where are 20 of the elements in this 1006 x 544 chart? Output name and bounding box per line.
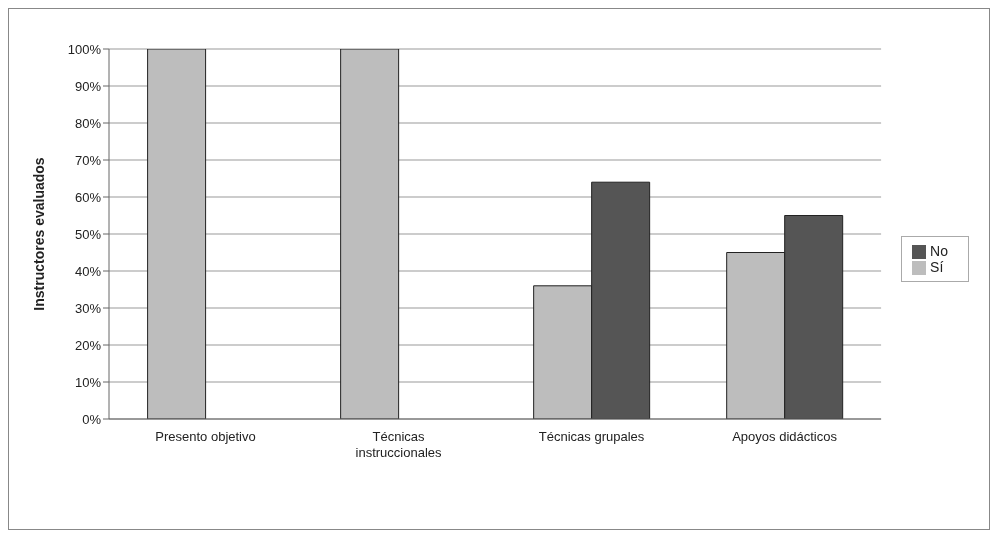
legend-label: No <box>930 242 948 259</box>
y-tick-label: 60% <box>74 189 102 205</box>
y-tick-label: 0% <box>82 411 102 427</box>
y-tick-label: 80% <box>74 115 102 131</box>
x-tick-label: Presento objetivo <box>155 429 256 444</box>
y-tick-label: 100% <box>67 41 102 57</box>
bar <box>340 49 400 419</box>
x-tick-label: Apoyos didácticos <box>732 429 838 444</box>
y-tick-label: 90% <box>74 78 102 94</box>
y-tick-label: 40% <box>74 263 102 279</box>
y-tick-label: 50% <box>74 226 102 242</box>
y-tick-label: 10% <box>74 374 102 390</box>
x-tick-label: Técnicas grupales <box>538 429 645 444</box>
y-tick-label: 20% <box>74 337 102 353</box>
x-tick-label: Técnicas instruccionales <box>355 429 443 460</box>
y-tick-label: 70% <box>74 152 102 168</box>
bar <box>147 49 207 419</box>
y-tick-label: 30% <box>74 300 102 316</box>
y-axis-title: Instructores evaluados <box>30 157 47 311</box>
legend-label: Sí <box>930 259 944 275</box>
